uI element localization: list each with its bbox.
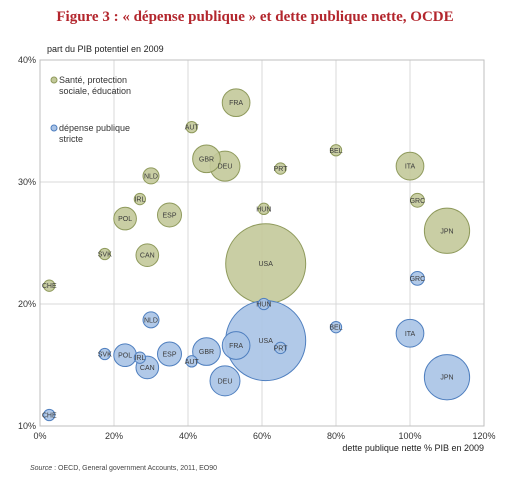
legend-entry-strict: dépense publique	[59, 123, 130, 133]
bubble-label-gbr-strict: GBR	[199, 349, 214, 356]
bubble-fra-social	[221, 88, 251, 118]
bubble-ita-social	[395, 151, 425, 181]
y-tick-label: 40%	[18, 55, 36, 65]
y-tick-label: 30%	[18, 177, 36, 187]
bubble-label-nld-strict: NLD	[144, 317, 158, 324]
bubble-aut-strict	[185, 355, 198, 368]
bubble-label-bel-social: BEL	[329, 148, 342, 155]
bubble-pol-social	[113, 206, 137, 231]
bubble-gbr-strict	[192, 337, 221, 366]
x-tick-label: 0%	[33, 431, 46, 441]
y-axis-label: part du PIB potentiel en 2009	[47, 44, 164, 54]
bubble-label-deu-strict: DEU	[218, 378, 233, 385]
figure-title: Figure 3 : « dépense publique » et dette…	[56, 9, 454, 25]
bubble-bel-social	[329, 144, 343, 157]
bubble-label-can-social: CAN	[140, 253, 155, 260]
x-tick-label: 20%	[105, 431, 123, 441]
bubble-label-prt-strict: PRT	[274, 345, 289, 352]
bubbles	[43, 88, 471, 422]
legend-entry-social: Santé, protection	[59, 75, 127, 85]
bubble-bel-strict	[329, 321, 343, 334]
bubble-jpn-social	[423, 207, 471, 254]
plot-frame	[39, 59, 485, 427]
bubble-label-fra-social: FRA	[229, 100, 243, 107]
bubble-che-strict	[43, 408, 56, 422]
bubble-label-esp-strict: ESP	[162, 352, 176, 359]
bubble-irl-social	[133, 192, 147, 206]
bubble-labels: USA USA JPN JPN DEU DEU GBR FRA ITA GBR FRA ITA ESP E…	[42, 100, 454, 419]
bubble-label-nld-social: NLD	[144, 173, 158, 180]
bubble-label-bel-strict: BEL	[329, 325, 342, 332]
bubble-fra-strict	[221, 331, 251, 360]
legend-entry-strict: stricte	[59, 134, 83, 144]
axis-ticks: 0% 20% 40% 60% 80% 100% 120% 10% 20% 30% 40%	[18, 55, 496, 441]
bubble-label-deu-social: DEU	[218, 164, 233, 171]
source-note: Source : OECD, General government Accoun…	[30, 465, 217, 472]
y-tick-label: 20%	[18, 299, 36, 309]
bubble-label-svk-social: SVK	[98, 251, 112, 258]
bubble-irl-strict	[133, 351, 147, 364]
bubble-label-hun-strict: HUN	[256, 302, 271, 309]
bubble-label-ita-social: ITA	[405, 164, 416, 171]
bubble-hun-strict	[257, 297, 271, 311]
bubble-svk-strict	[98, 347, 111, 361]
legend-marker-strict	[50, 124, 58, 132]
bubble-label-gbr-social: GBR	[199, 156, 214, 163]
bubble-label-che-strict: CHE	[42, 413, 57, 420]
source-text: : OECD, General government Accounts, 201…	[52, 465, 218, 472]
bubble-label-che-social: CHE	[42, 283, 57, 290]
bubble-grc-strict	[409, 270, 425, 286]
x-axis-label: dette publique nette % PIB en 2009	[342, 443, 484, 453]
bubble-grc-social	[409, 192, 425, 208]
bubble-label-jpn-social: JPN	[440, 228, 453, 235]
bubble-label-svk-strict: SVK	[98, 352, 112, 359]
x-tick-label: 60%	[253, 431, 271, 441]
bubble-label-esp-social: ESP	[162, 212, 176, 219]
bubble-label-ita-strict: ITA	[405, 331, 416, 338]
bubble-aut-social	[185, 120, 198, 134]
bubble-jpn-strict	[423, 354, 471, 401]
bubble-label-irl-social: IRL	[134, 197, 145, 204]
bubble-prt-strict	[274, 341, 287, 355]
bubble-svk-social	[98, 247, 111, 261]
bubble-label-aut-strict: AUT	[185, 359, 200, 366]
bubble-nld-social	[142, 167, 160, 185]
x-tick-label: 100%	[398, 431, 421, 441]
bubble-label-hun-social: HUN	[256, 206, 271, 213]
bubble-label-can-strict: CAN	[140, 365, 155, 372]
legend-entry-social: sociale, éducation	[59, 86, 131, 96]
bubble-label-irl-strict: IRL	[134, 355, 145, 362]
bubble-label-pol-social: POL	[118, 216, 132, 223]
bubble-label-prt-social: PRT	[274, 166, 289, 173]
bubble-label-jpn-strict: JPN	[440, 375, 453, 382]
bubble-nld-strict	[142, 311, 160, 329]
bubble-prt-social	[274, 162, 287, 175]
y-tick-label: 10%	[18, 421, 36, 431]
bubble-hun-social	[257, 202, 271, 215]
bubble-label-grc-social: GRC	[410, 198, 426, 205]
bubble-label-usa-strict: USA	[258, 338, 273, 345]
bubble-deu-strict	[209, 365, 241, 397]
legend-marker-social	[50, 76, 58, 84]
bubble-ita-strict	[395, 318, 425, 348]
bubble-esp-social	[157, 202, 182, 228]
bubble-can-social	[135, 243, 160, 268]
bubble-esp-strict	[157, 341, 182, 367]
bubble-gbr-social	[192, 144, 221, 174]
x-tick-label: 40%	[179, 431, 197, 441]
bubble-label-grc-strict: GRC	[410, 276, 426, 283]
bubble-label-usa-social: USA	[258, 261, 273, 268]
x-tick-label: 120%	[472, 431, 495, 441]
source-label: Source	[30, 465, 53, 472]
bubble-label-aut-social: AUT	[185, 125, 200, 132]
x-tick-label: 80%	[327, 431, 345, 441]
bubble-label-pol-strict: POL	[118, 353, 132, 360]
bubble-che-social	[43, 279, 56, 292]
bubble-label-fra-strict: FRA	[229, 343, 243, 350]
